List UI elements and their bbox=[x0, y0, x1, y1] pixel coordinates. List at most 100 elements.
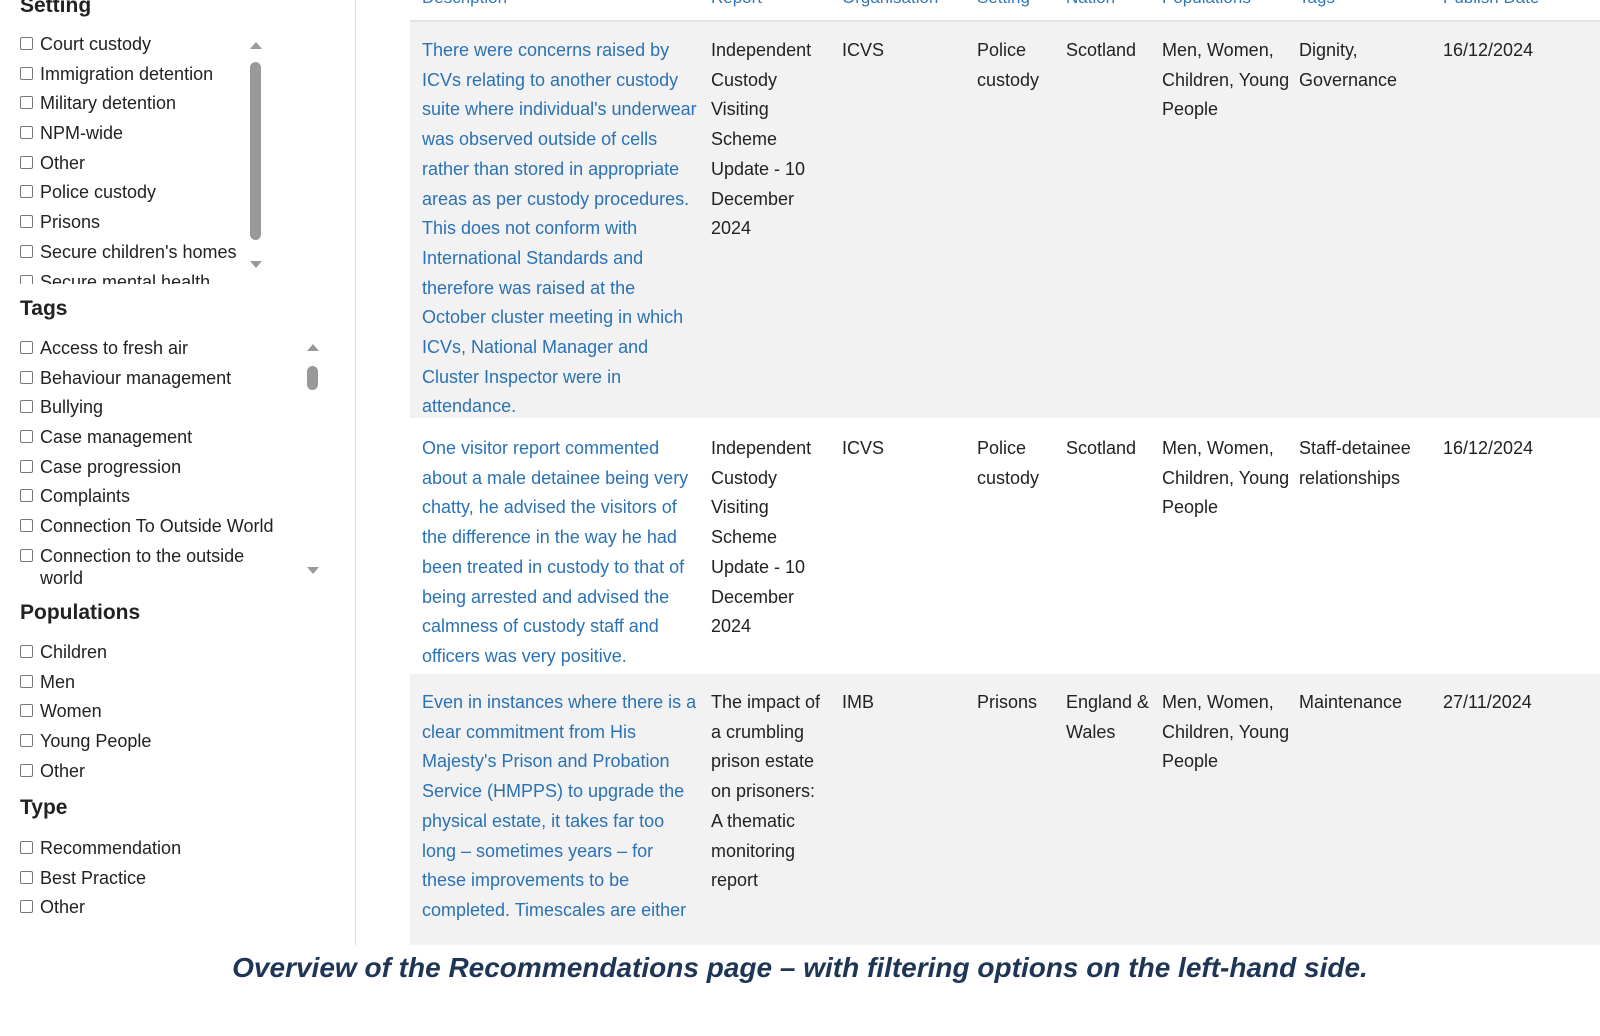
filter-option[interactable]: Immigration detention bbox=[20, 64, 250, 94]
filter-option-label: Prisons bbox=[40, 212, 101, 233]
filter-option[interactable]: Military detention bbox=[20, 93, 250, 123]
table-row: One visitor report commented about a mal… bbox=[410, 420, 1600, 672]
checkbox[interactable] bbox=[20, 519, 33, 533]
filter-option-label: Access to fresh air bbox=[40, 338, 189, 358]
setting-scrollbar[interactable] bbox=[248, 42, 264, 268]
table-cell: Men, Women, Children, Young People bbox=[1162, 692, 1290, 772]
table-cell: Police custody bbox=[977, 438, 1040, 488]
filter-option-label: NPM-wide bbox=[40, 123, 124, 144]
column-header[interactable]: Nation bbox=[1066, 0, 1154, 8]
filter-option-label: Connection to the outside bbox=[40, 545, 245, 566]
filter-sidebar: Setting Court custody Immigration detenti… bbox=[0, 0, 356, 945]
table-cell: Scotland bbox=[1066, 40, 1137, 60]
filter-option[interactable]: Children bbox=[20, 642, 320, 672]
checkbox[interactable] bbox=[20, 66, 33, 80]
column-header[interactable]: Report bbox=[711, 0, 829, 8]
checkbox[interactable] bbox=[20, 96, 33, 110]
table-cell: Men, Women, Children, Young People bbox=[1162, 438, 1290, 518]
filter-option[interactable]: world bbox=[20, 568, 305, 591]
checkbox[interactable] bbox=[20, 126, 33, 140]
figure-caption: Overview of the Recommendations page – w… bbox=[232, 952, 1368, 983]
filter-option[interactable]: Police custody bbox=[20, 182, 250, 212]
table-cell: The impact of a crumbling prison estate … bbox=[711, 692, 821, 891]
setting-heading: Setting bbox=[20, 0, 92, 17]
checkbox[interactable] bbox=[20, 674, 33, 688]
table-row: Even in instances where there is a clear… bbox=[410, 674, 1600, 945]
filter-option[interactable]: Other bbox=[20, 153, 250, 183]
filter-option-label: Complaints bbox=[40, 486, 131, 507]
checkbox[interactable] bbox=[20, 341, 33, 354]
filter-option[interactable]: Behaviour management bbox=[20, 368, 305, 398]
checkbox[interactable] bbox=[20, 841, 33, 854]
filter-option-label: Young People bbox=[40, 731, 152, 752]
checkbox[interactable] bbox=[20, 645, 33, 658]
filter-option[interactable]: Men bbox=[20, 672, 320, 702]
checkbox[interactable] bbox=[20, 763, 33, 777]
table-cell: Maintenance bbox=[1299, 692, 1403, 712]
description-link[interactable]: There were concerns raised by ICVs relat… bbox=[422, 40, 697, 417]
column-header[interactable]: Publish Date bbox=[1443, 0, 1563, 8]
checkbox[interactable] bbox=[20, 900, 33, 914]
description-link[interactable]: Even in instances where there is a clear… bbox=[422, 692, 697, 920]
checkbox[interactable] bbox=[20, 244, 33, 258]
checkbox[interactable] bbox=[20, 430, 33, 444]
checkbox[interactable] bbox=[20, 274, 33, 284]
table-cell: 16/12/2024 bbox=[1443, 40, 1534, 60]
filter-option[interactable]: NPM-wide bbox=[20, 123, 250, 153]
checkbox[interactable] bbox=[20, 215, 33, 229]
filter-option-label: Police custody bbox=[40, 182, 157, 203]
filter-option[interactable]: Case management bbox=[20, 427, 305, 457]
filter-option[interactable]: Women bbox=[20, 701, 320, 731]
column-header[interactable]: Description bbox=[422, 0, 697, 8]
filter-option-label: Secure children's homes bbox=[40, 241, 237, 262]
setting-filter-list: Court custody Immigration detention Milita… bbox=[20, 34, 250, 284]
column-header[interactable]: Organisation bbox=[842, 0, 962, 8]
filter-option[interactable]: Other bbox=[20, 761, 320, 791]
checkbox[interactable] bbox=[20, 37, 33, 50]
table-header: Description Report Organisation Setting Nati… bbox=[410, 0, 1600, 22]
filter-option[interactable]: Secure mental health bbox=[20, 272, 250, 284]
filter-option[interactable]: Recommendation bbox=[20, 838, 320, 868]
checkbox[interactable] bbox=[20, 548, 33, 562]
column-header[interactable]: Setting bbox=[977, 0, 1057, 8]
table-cell: Staff-detainee relationships bbox=[1299, 438, 1411, 488]
filter-option[interactable]: Access to fresh air bbox=[20, 338, 305, 368]
filter-option[interactable]: Secure children's homes bbox=[20, 242, 250, 272]
description-link[interactable]: One visitor report commented about a mal… bbox=[422, 438, 689, 666]
filter-option[interactable]: Best Practice bbox=[20, 868, 320, 898]
table-cell: England & Wales bbox=[1066, 692, 1150, 742]
filter-option-label: Other bbox=[40, 897, 86, 918]
checkbox[interactable] bbox=[20, 489, 33, 503]
checkbox[interactable] bbox=[20, 870, 33, 884]
checkbox[interactable] bbox=[20, 704, 33, 718]
filter-option[interactable]: Court custody bbox=[20, 34, 250, 64]
filter-option-label: Case progression bbox=[40, 456, 182, 477]
filter-option-label: Men bbox=[40, 671, 76, 692]
checkbox[interactable] bbox=[20, 155, 33, 169]
filter-option[interactable]: Complaints bbox=[20, 486, 305, 516]
filter-option-label: Children bbox=[40, 642, 108, 662]
checkbox[interactable] bbox=[20, 370, 33, 384]
checkbox[interactable] bbox=[20, 459, 33, 473]
filter-option[interactable]: Connection To Outside World bbox=[20, 516, 305, 546]
tags-heading: Tags bbox=[20, 297, 68, 320]
checkbox[interactable] bbox=[20, 185, 33, 199]
column-header[interactable]: Tags bbox=[1299, 0, 1434, 8]
filter-option[interactable]: Other bbox=[20, 897, 320, 927]
filter-option[interactable]: Prisons bbox=[20, 212, 250, 242]
filter-option-label: Immigration detention bbox=[40, 63, 214, 84]
table-row: There were concerns raised by ICVs relat… bbox=[410, 22, 1600, 418]
filter-option-label: Bullying bbox=[40, 397, 104, 418]
checkbox[interactable] bbox=[20, 734, 33, 748]
tags-scrollbar[interactable] bbox=[305, 344, 321, 574]
type-heading: Type bbox=[20, 796, 68, 819]
filter-option[interactable]: Case progression bbox=[20, 457, 305, 487]
table-cell: Prisons bbox=[977, 692, 1038, 712]
filter-option[interactable]: Bullying bbox=[20, 397, 305, 427]
filter-option[interactable]: Connection to the outside bbox=[20, 546, 305, 576]
filter-option[interactable]: Young People bbox=[20, 731, 320, 761]
checkbox[interactable] bbox=[20, 400, 33, 414]
column-header[interactable]: Populations bbox=[1162, 0, 1290, 8]
filter-option-label: Connection To Outside World bbox=[40, 516, 274, 537]
filter-option-label: Women bbox=[40, 701, 102, 722]
